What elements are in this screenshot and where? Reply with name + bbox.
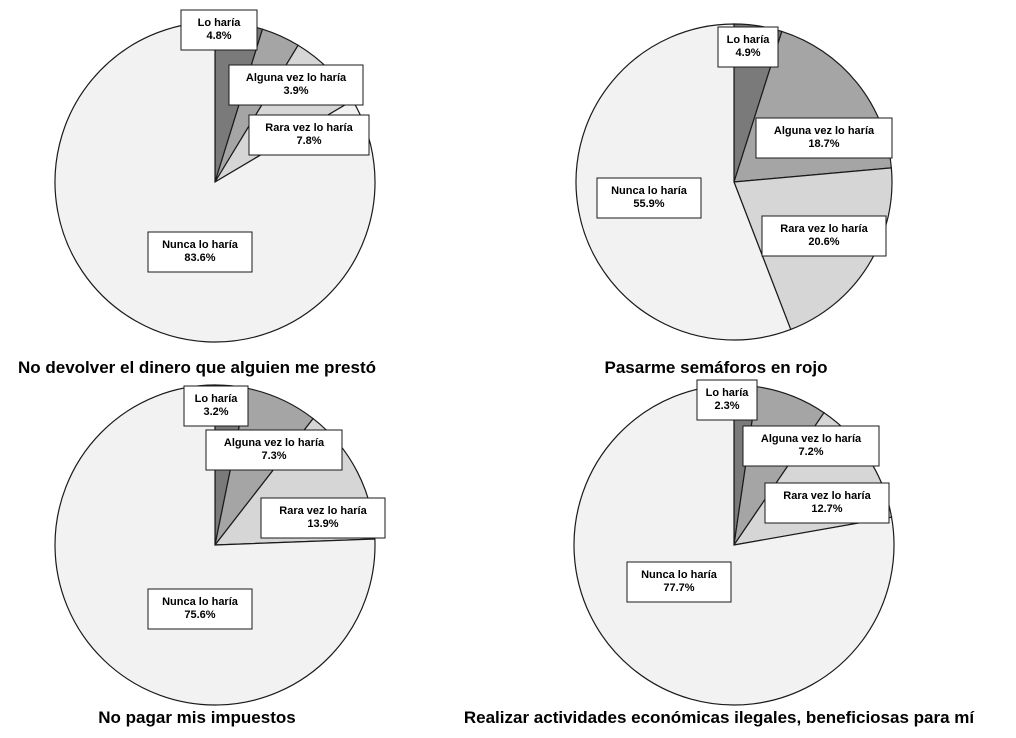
slice-label-name: Nunca lo haría bbox=[611, 185, 688, 197]
slice-label-name: Lo haría bbox=[198, 17, 242, 29]
slice-label-box bbox=[761, 215, 887, 257]
slice-label-value: 55.9% bbox=[633, 198, 664, 210]
slice-label-name: Rara vez lo haría bbox=[279, 505, 367, 517]
chart-title: Realizar actividades económicas ilegales… bbox=[464, 708, 976, 727]
slice-label-name: Alguna vez lo haría bbox=[761, 433, 862, 445]
slice-label-name: Lo haría bbox=[706, 387, 750, 399]
slice-label-name: Nunca lo haría bbox=[641, 569, 718, 581]
slice-label-box bbox=[596, 177, 702, 219]
slice-label-value: 4.8% bbox=[206, 30, 231, 42]
slice-label-box bbox=[626, 561, 732, 603]
slice-label-value: 7.8% bbox=[296, 135, 321, 147]
slice-label-value: 7.2% bbox=[798, 446, 823, 458]
slice-label-box bbox=[755, 117, 893, 159]
slice-label-name: Nunca lo haría bbox=[162, 239, 239, 251]
slice-label-name: Rara vez lo haría bbox=[265, 122, 353, 134]
slice-label-box bbox=[180, 9, 258, 51]
slice-label-name: Rara vez lo haría bbox=[783, 490, 871, 502]
slice-label-value: 7.3% bbox=[261, 450, 286, 462]
slice-label-box bbox=[717, 26, 779, 68]
slice-label-box bbox=[764, 482, 890, 524]
chart-title: Pasarme semáforos en rojo bbox=[605, 358, 828, 377]
slice-label-name: Alguna vez lo haría bbox=[224, 437, 325, 449]
slice-label-box bbox=[696, 379, 758, 421]
slice-label-value: 2.3% bbox=[714, 400, 739, 412]
slice-label-value: 3.9% bbox=[283, 85, 308, 97]
slice-label-box bbox=[248, 114, 370, 156]
chart-title: No devolver el dinero que alguien me pre… bbox=[18, 358, 376, 377]
pie-slice-4 bbox=[573, 384, 895, 706]
slice-label-box bbox=[147, 588, 253, 630]
pie-slice-4 bbox=[54, 384, 376, 706]
chart-title: No pagar mis impuestos bbox=[98, 708, 295, 727]
slice-label-value: 20.6% bbox=[808, 236, 839, 248]
slice-label-value: 13.9% bbox=[307, 518, 338, 530]
slice-label-box bbox=[183, 385, 249, 427]
slice-label-name: Alguna vez lo haría bbox=[774, 125, 875, 137]
slice-label-box bbox=[742, 425, 880, 467]
slice-label-name: Lo haría bbox=[195, 393, 239, 405]
slice-label-box bbox=[205, 429, 343, 471]
slice-label-box bbox=[228, 64, 364, 106]
slice-label-value: 3.2% bbox=[203, 406, 228, 418]
slice-label-value: 77.7% bbox=[663, 582, 694, 594]
slice-label-value: 18.7% bbox=[808, 138, 839, 150]
slice-label-box bbox=[147, 231, 253, 273]
slice-label-value: 4.9% bbox=[735, 47, 760, 59]
slice-label-name: Alguna vez lo haría bbox=[246, 72, 347, 84]
slice-label-name: Nunca lo haría bbox=[162, 596, 239, 608]
slice-label-name: Rara vez lo haría bbox=[780, 223, 868, 235]
slice-label-name: Lo haría bbox=[727, 34, 771, 46]
pie-slice-4 bbox=[54, 21, 376, 343]
slice-label-value: 12.7% bbox=[811, 503, 842, 515]
slice-label-value: 75.6% bbox=[184, 609, 215, 621]
slice-label-box bbox=[260, 497, 386, 539]
slice-label-value: 83.6% bbox=[184, 252, 215, 264]
